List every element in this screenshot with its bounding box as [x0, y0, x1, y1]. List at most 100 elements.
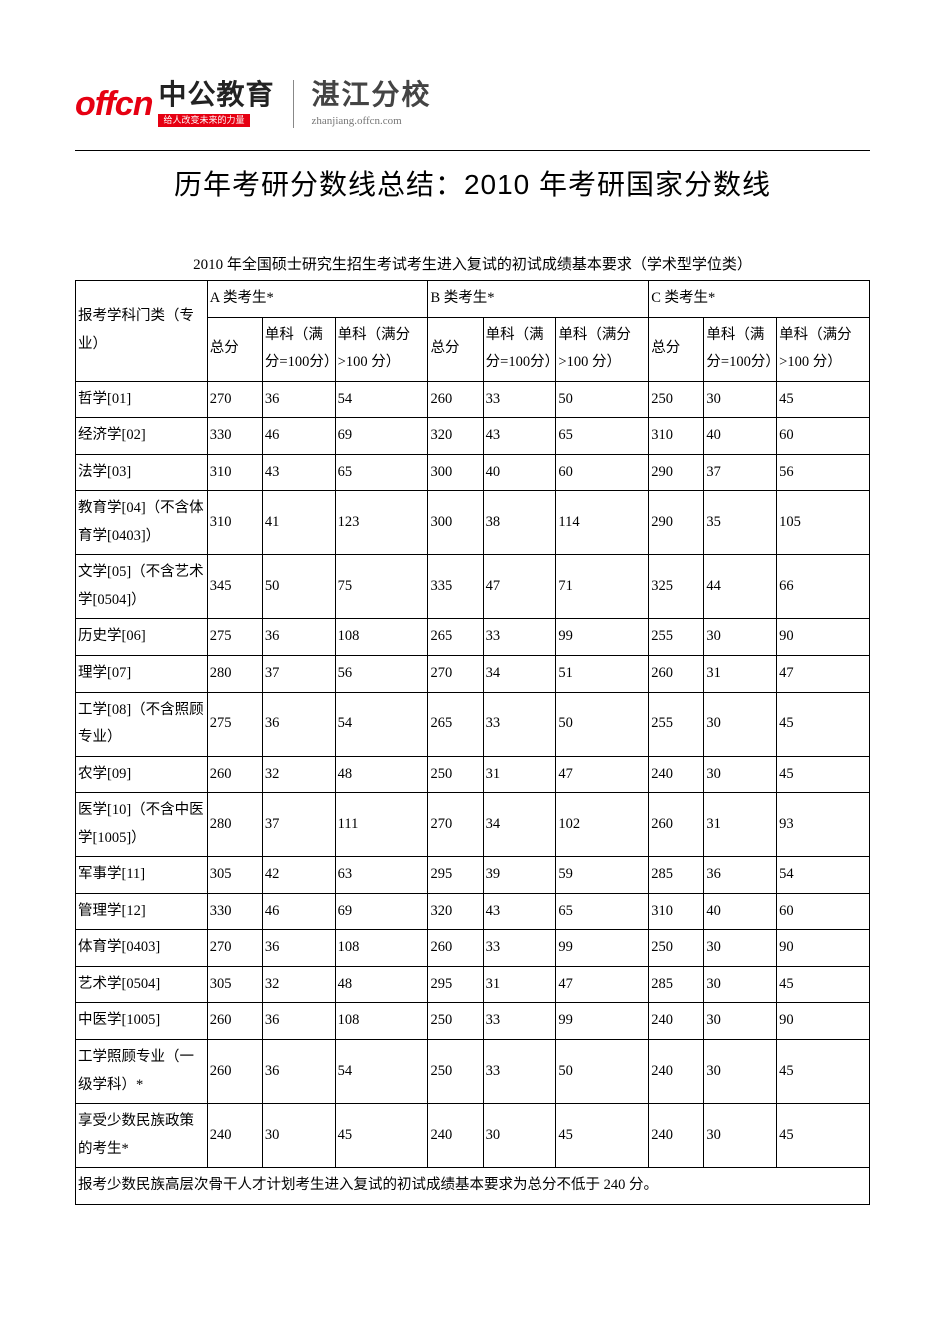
value-cell: 325: [649, 555, 704, 619]
table-row: 文学[05]（不含艺术学[0504]）345507533547713254466: [76, 555, 870, 619]
subject-cell: 军事学[11]: [76, 857, 208, 894]
value-cell: 310: [649, 893, 704, 930]
value-cell: 56: [777, 454, 870, 491]
value-cell: 31: [704, 793, 777, 857]
value-cell: 40: [483, 454, 556, 491]
value-cell: 305: [207, 966, 262, 1003]
group-b-header: B 类考生*: [428, 281, 649, 318]
value-cell: 50: [556, 381, 649, 418]
value-cell: 45: [777, 756, 870, 793]
col-subject-header: 报考学科门类（专业）: [76, 281, 208, 382]
value-cell: 65: [335, 454, 428, 491]
value-cell: 33: [483, 930, 556, 967]
value-cell: 108: [335, 930, 428, 967]
table-row: 历史学[06]2753610826533992553090: [76, 619, 870, 656]
value-cell: 59: [556, 857, 649, 894]
value-cell: 310: [207, 491, 262, 555]
value-cell: 33: [483, 619, 556, 656]
value-cell: 54: [777, 857, 870, 894]
value-cell: 300: [428, 454, 483, 491]
value-cell: 270: [428, 656, 483, 693]
value-cell: 65: [556, 893, 649, 930]
value-cell: 37: [262, 793, 335, 857]
logo-cn-block: 中公教育 给人改变未来的力量: [158, 82, 274, 127]
subject-cell: 教育学[04]（不含体育学[0403]）: [76, 491, 208, 555]
table-row: 工学[08]（不含照顾专业）275365426533502553045: [76, 692, 870, 756]
logo-cn-text: 中公教育: [158, 82, 274, 110]
value-cell: 47: [483, 555, 556, 619]
value-cell: 36: [262, 619, 335, 656]
col-a-total: 总分: [207, 317, 262, 381]
group-c-header: C 类考生*: [649, 281, 870, 318]
subject-cell: 工学照顾专业（一级学科）*: [76, 1040, 208, 1104]
value-cell: 30: [483, 1104, 556, 1168]
page-title: 历年考研分数线总结：2010 年考研国家分数线: [75, 163, 870, 203]
subject-cell: 工学[08]（不含照顾专业）: [76, 692, 208, 756]
value-cell: 290: [649, 491, 704, 555]
group-a-header: A 类考生*: [207, 281, 428, 318]
value-cell: 36: [262, 692, 335, 756]
value-cell: 270: [207, 381, 262, 418]
value-cell: 240: [649, 1104, 704, 1168]
value-cell: 260: [428, 381, 483, 418]
subject-cell: 历史学[06]: [76, 619, 208, 656]
value-cell: 330: [207, 418, 262, 455]
value-cell: 250: [649, 381, 704, 418]
value-cell: 250: [428, 1003, 483, 1040]
value-cell: 285: [649, 966, 704, 1003]
branch-name: 湛江分校: [312, 81, 432, 112]
value-cell: 45: [777, 692, 870, 756]
value-cell: 71: [556, 555, 649, 619]
value-cell: 50: [262, 555, 335, 619]
col-b-total: 总分: [428, 317, 483, 381]
value-cell: 30: [704, 381, 777, 418]
value-cell: 310: [649, 418, 704, 455]
value-cell: 255: [649, 692, 704, 756]
table-footnote: 报考少数民族高层次骨干人才计划考生进入复试的初试成绩基本要求为总分不低于 240…: [76, 1168, 870, 1205]
subject-cell: 哲学[01]: [76, 381, 208, 418]
subject-cell: 理学[07]: [76, 656, 208, 693]
value-cell: 45: [777, 1104, 870, 1168]
value-cell: 36: [262, 1003, 335, 1040]
value-cell: 50: [556, 692, 649, 756]
value-cell: 275: [207, 692, 262, 756]
value-cell: 108: [335, 619, 428, 656]
value-cell: 30: [704, 966, 777, 1003]
col-b-s100: 单科（满分=100分）: [483, 317, 556, 381]
value-cell: 280: [207, 793, 262, 857]
value-cell: 99: [556, 1003, 649, 1040]
table-row: 管理学[12]330466932043653104060: [76, 893, 870, 930]
subject-cell: 体育学[0403]: [76, 930, 208, 967]
value-cell: 54: [335, 692, 428, 756]
value-cell: 45: [556, 1104, 649, 1168]
value-cell: 123: [335, 491, 428, 555]
value-cell: 56: [335, 656, 428, 693]
value-cell: 250: [428, 1040, 483, 1104]
horizontal-rule: [75, 150, 870, 151]
value-cell: 60: [777, 893, 870, 930]
value-cell: 69: [335, 418, 428, 455]
value-cell: 260: [207, 1003, 262, 1040]
value-cell: 33: [483, 1040, 556, 1104]
value-cell: 42: [262, 857, 335, 894]
table-row: 中医学[1005]2603610825033992403090: [76, 1003, 870, 1040]
subject-cell: 中医学[1005]: [76, 1003, 208, 1040]
value-cell: 54: [335, 381, 428, 418]
value-cell: 295: [428, 966, 483, 1003]
value-cell: 36: [262, 381, 335, 418]
value-cell: 36: [262, 930, 335, 967]
value-cell: 31: [483, 966, 556, 1003]
value-cell: 90: [777, 930, 870, 967]
subject-cell: 管理学[12]: [76, 893, 208, 930]
subject-cell: 艺术学[0504]: [76, 966, 208, 1003]
value-cell: 47: [556, 966, 649, 1003]
subject-cell: 农学[09]: [76, 756, 208, 793]
value-cell: 45: [777, 1040, 870, 1104]
value-cell: 75: [335, 555, 428, 619]
value-cell: 33: [483, 381, 556, 418]
value-cell: 305: [207, 857, 262, 894]
value-cell: 37: [262, 656, 335, 693]
value-cell: 43: [483, 418, 556, 455]
value-cell: 37: [704, 454, 777, 491]
value-cell: 63: [335, 857, 428, 894]
